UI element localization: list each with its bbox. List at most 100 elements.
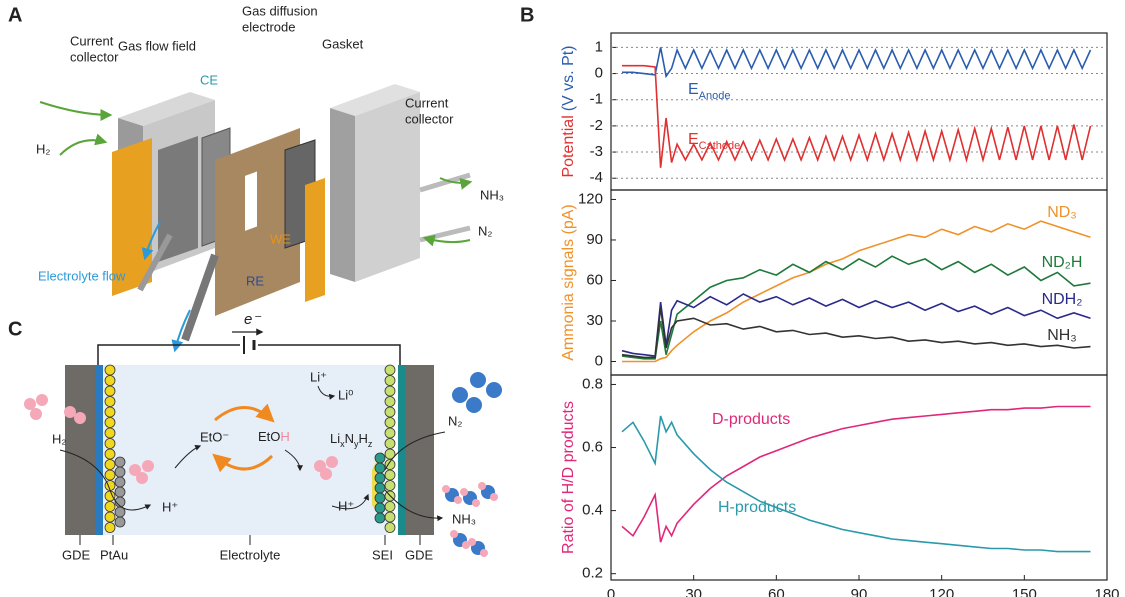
particle: [114, 456, 126, 468]
particle: [384, 364, 396, 376]
series-label: NDH₂: [1042, 291, 1083, 308]
arrow: [384, 489, 444, 522]
y-axis-label-part: Potential: [560, 115, 577, 177]
plot-frame: [610, 189, 1108, 376]
atom: [129, 464, 141, 476]
y-axis-label-part: (V vs. Pt): [560, 45, 577, 111]
atom: [468, 538, 476, 546]
y-tick-label: -2: [590, 117, 603, 134]
atom: [478, 482, 486, 490]
particle: [384, 448, 396, 460]
y-tick-label: -1: [590, 91, 603, 108]
label-part: y: [354, 439, 359, 449]
atom: [326, 456, 338, 468]
particle: [384, 480, 396, 491]
atom: [486, 382, 502, 398]
gasket-slot: [245, 171, 257, 231]
atom: [490, 493, 498, 501]
series-label: ND₂H: [1042, 254, 1083, 271]
gde-right: [406, 365, 434, 535]
series-name: E: [688, 81, 699, 98]
y-tick-label: 1: [595, 38, 603, 55]
label: RE: [246, 273, 264, 288]
atom: [24, 398, 36, 410]
label: SEI: [372, 547, 393, 562]
atom: [64, 406, 76, 418]
label-part: H: [359, 431, 368, 446]
x-tick-label: 60: [768, 586, 785, 597]
arrow: [284, 449, 303, 472]
label: LixNyHz: [330, 431, 373, 449]
particle: [104, 501, 116, 512]
atom: [480, 549, 488, 557]
y-tick-label: 0.8: [582, 375, 603, 392]
label-part: N: [345, 431, 354, 446]
particle: [104, 459, 116, 470]
label: electrode: [242, 19, 295, 34]
particle: [104, 490, 116, 502]
particle: [384, 438, 396, 449]
atom: [30, 408, 42, 420]
panel-c: C e⁻ Li⁺ Li⁰ H₂ EtO⁻ EtOH LixNyHz N₂ H⁺ …: [8, 311, 502, 562]
label: NH₃: [480, 187, 504, 202]
particle: [114, 516, 126, 528]
atom: [472, 499, 480, 507]
panel-label: A: [8, 4, 22, 26]
particle: [104, 469, 116, 481]
label: Li⁺: [310, 369, 327, 384]
label: N₂: [478, 223, 492, 238]
y-tick-label: 0.2: [582, 565, 603, 582]
series-name-sub: Cathode: [699, 140, 741, 152]
label: collector: [405, 111, 454, 126]
atom: [452, 387, 468, 403]
y-tick-label: 0.4: [582, 502, 603, 519]
y-tick-label: 120: [578, 190, 603, 207]
atom: [462, 541, 470, 549]
label: Current: [70, 33, 114, 48]
y-axis-label: Ammonia signals (pA): [560, 204, 577, 361]
y-axis-label-part: Ammonia signals (pA): [560, 204, 577, 361]
label: collector: [70, 49, 119, 64]
label-part: EtO: [258, 429, 280, 444]
label: H₂: [36, 141, 50, 156]
particle: [384, 511, 396, 523]
atom: [466, 397, 482, 413]
series-name: NDH₂: [1042, 291, 1083, 308]
blue-layer: [95, 365, 103, 535]
label: Gas flow field: [118, 38, 196, 53]
gde-left: [65, 365, 95, 535]
particle: [104, 438, 116, 449]
molecules: [24, 372, 502, 557]
particle: [384, 375, 396, 386]
x-tick-label: 150: [1012, 586, 1037, 597]
arrow: [331, 493, 369, 510]
panel-label: B: [520, 4, 534, 26]
label: CE: [200, 72, 218, 87]
arrow: [439, 177, 473, 190]
particle: [384, 501, 396, 512]
series-name: ND₂H: [1042, 254, 1083, 271]
arrow: [212, 453, 274, 473]
arrow: [141, 221, 161, 261]
particle: [104, 448, 116, 460]
atom: [36, 394, 48, 406]
series-label: EAnode: [688, 81, 730, 102]
label-part: Li: [330, 431, 340, 446]
series-line: [622, 64, 1092, 168]
particle: [374, 482, 386, 494]
particle: [104, 511, 116, 523]
atom: [454, 496, 462, 504]
label: PtAu: [100, 547, 128, 562]
x-tick-label: 180: [1094, 586, 1119, 597]
arrow: [384, 431, 446, 471]
particle: [104, 396, 116, 407]
label: EtO⁻: [200, 429, 229, 444]
particle: [104, 406, 116, 418]
atom: [74, 412, 86, 424]
x-tick-label: 90: [851, 586, 868, 597]
particle: [374, 502, 386, 514]
arrow: [59, 449, 111, 491]
series-name-sub: Anode: [699, 90, 731, 102]
